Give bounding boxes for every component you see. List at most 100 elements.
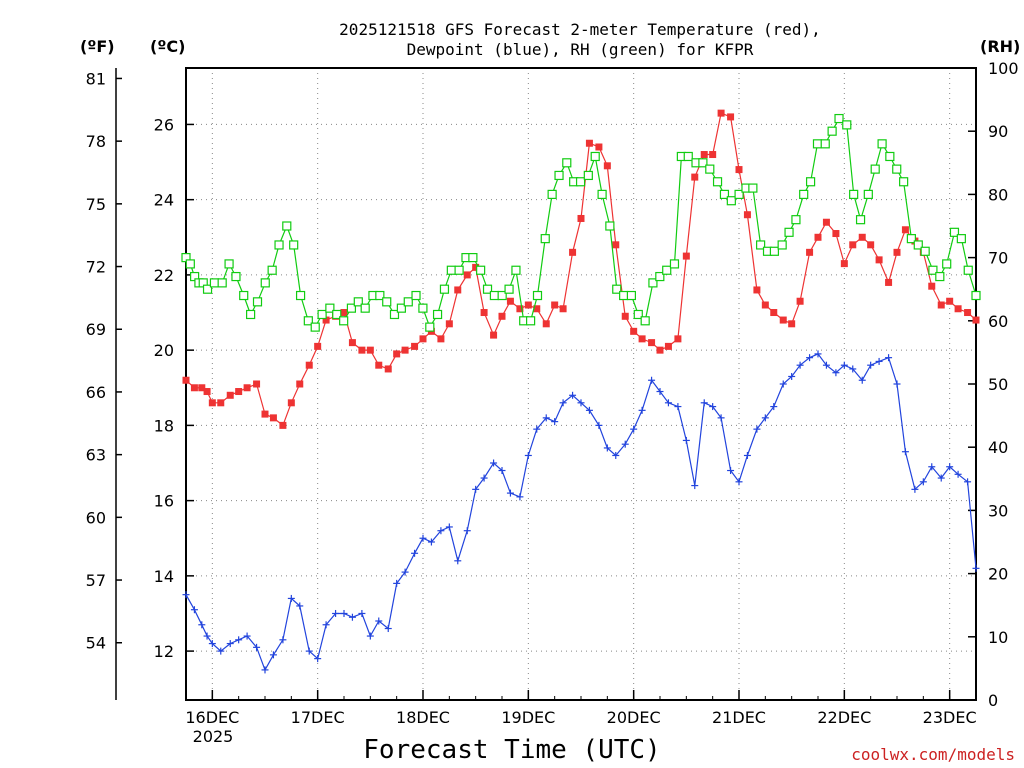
x-tick-label-4: 20DEC	[607, 708, 661, 727]
dewpoint-point-55	[656, 388, 664, 396]
dewpoint-point-81	[885, 354, 893, 362]
rh-point-20	[310, 322, 320, 332]
rh-point-64	[626, 290, 636, 301]
dewpoint-point-57	[674, 403, 682, 411]
rh-point-38	[439, 284, 450, 294]
rh-point-51	[532, 290, 543, 301]
rh-tick-label-9: 90	[988, 122, 1008, 141]
dewpoint-point-66	[753, 425, 761, 433]
dewpoint-point-82	[893, 380, 901, 388]
series-line-dewpoint	[185, 353, 977, 672]
rh-point-55	[562, 158, 572, 168]
temperature-point-28	[419, 335, 427, 343]
temperature-point-77	[849, 241, 857, 249]
rh-point-36	[425, 322, 435, 332]
rh-point-107	[935, 271, 945, 282]
dewpoint-point-7	[235, 636, 243, 644]
rh-point-1	[185, 259, 195, 269]
temperature-point-6	[226, 391, 234, 399]
dewpoint-point-29	[427, 538, 435, 546]
text-layer: 2025121518 GFS Forecast 2-meter Temperat…	[80, 20, 1020, 765]
dewpoint-point-41	[533, 425, 541, 433]
temperature-point-9	[253, 380, 261, 388]
temperature-point-19	[340, 309, 348, 317]
rh-point-81	[748, 183, 758, 193]
rh-point-106	[928, 265, 938, 275]
temperature-point-33	[463, 271, 471, 279]
rh-point-12	[252, 297, 263, 307]
temperature-point-7	[235, 388, 243, 396]
plot-frame	[185, 67, 977, 701]
x-tick-label-0: 16DEC	[185, 708, 239, 727]
rh-point-93	[834, 113, 844, 124]
temperature-point-48	[595, 143, 603, 151]
rh-point-45	[489, 290, 500, 301]
dewpoint-point-32	[454, 557, 462, 565]
dewpoint-point-37	[498, 467, 506, 475]
dewpoint-point-48	[595, 421, 603, 429]
temperature-point-70	[788, 320, 796, 328]
x-tick-label-2: 18DEC	[396, 708, 450, 727]
temperature-point-37	[498, 312, 506, 320]
temperature-point-47	[585, 139, 593, 147]
rh-tick-label-10: 100	[988, 59, 1019, 78]
rh-unit-label: (RH)	[980, 37, 1020, 56]
rh-point-19	[303, 316, 313, 326]
series-temperature	[182, 109, 980, 429]
fahrenheit-tick-label-8: 78	[86, 132, 106, 151]
rh-point-85	[777, 240, 787, 250]
rh-point-112	[971, 290, 981, 301]
dewpoint-point-38	[506, 489, 514, 497]
celsius-tick-label-1: 14	[154, 567, 174, 586]
series-rh	[181, 113, 981, 332]
temperature-point-59	[691, 173, 699, 181]
temperature-point-46	[577, 214, 585, 222]
temperature-point-21	[358, 346, 366, 354]
rh-point-59	[590, 151, 600, 162]
rh-point-69	[662, 265, 672, 275]
celsius-tick-label-4: 20	[154, 341, 174, 360]
fahrenheit-tick-label-0: 54	[86, 634, 106, 653]
dewpoint-point-62	[717, 414, 725, 422]
temperature-point-45	[569, 248, 577, 256]
dewpoint-point-85	[919, 478, 927, 486]
rh-point-46	[497, 290, 507, 301]
temperature-point-82	[893, 248, 901, 256]
rh-point-68	[655, 271, 665, 282]
rh-point-7	[217, 278, 227, 288]
dewpoint-point-28	[419, 534, 427, 542]
rh-tick-label-8: 80	[988, 185, 1008, 204]
rh-point-26	[353, 297, 363, 307]
temperature-point-8	[243, 384, 251, 392]
rh-point-8	[224, 259, 234, 269]
rh-point-57	[575, 177, 586, 187]
dewpoint-point-19	[340, 609, 348, 617]
rh-point-110	[956, 234, 966, 244]
rh-point-74	[698, 158, 708, 168]
dewpoint-point-67	[761, 414, 769, 422]
dewpoint-point-43	[551, 418, 559, 426]
temperature-point-39	[516, 305, 524, 313]
dewpoint-point-22	[366, 632, 374, 640]
dewpoint-point-30	[437, 527, 445, 535]
dewpoint-point-45	[569, 391, 577, 399]
celsius-tick-label-5: 22	[154, 266, 174, 285]
temperature-point-15	[305, 361, 313, 369]
x-year-label: 2025	[193, 727, 234, 746]
dewpoint-point-91	[972, 564, 980, 572]
rh-point-22	[325, 303, 335, 313]
dewpoint-point-31	[445, 523, 453, 531]
temperature-point-91	[972, 316, 980, 324]
temperature-point-54	[648, 339, 656, 347]
rh-point-102	[899, 177, 909, 187]
celsius-unit-label: (ºC)	[150, 37, 185, 56]
dewpoint-point-59	[691, 482, 699, 490]
dewpoint-point-73	[814, 350, 822, 358]
temperature-point-55	[656, 346, 664, 354]
fahrenheit-tick-label-2: 60	[86, 508, 106, 527]
rh-point-21	[317, 309, 327, 320]
rh-point-44	[482, 284, 493, 294]
rh-point-78	[726, 196, 736, 206]
dewpoint-point-4	[208, 640, 216, 648]
dewpoint-point-0	[182, 591, 190, 599]
